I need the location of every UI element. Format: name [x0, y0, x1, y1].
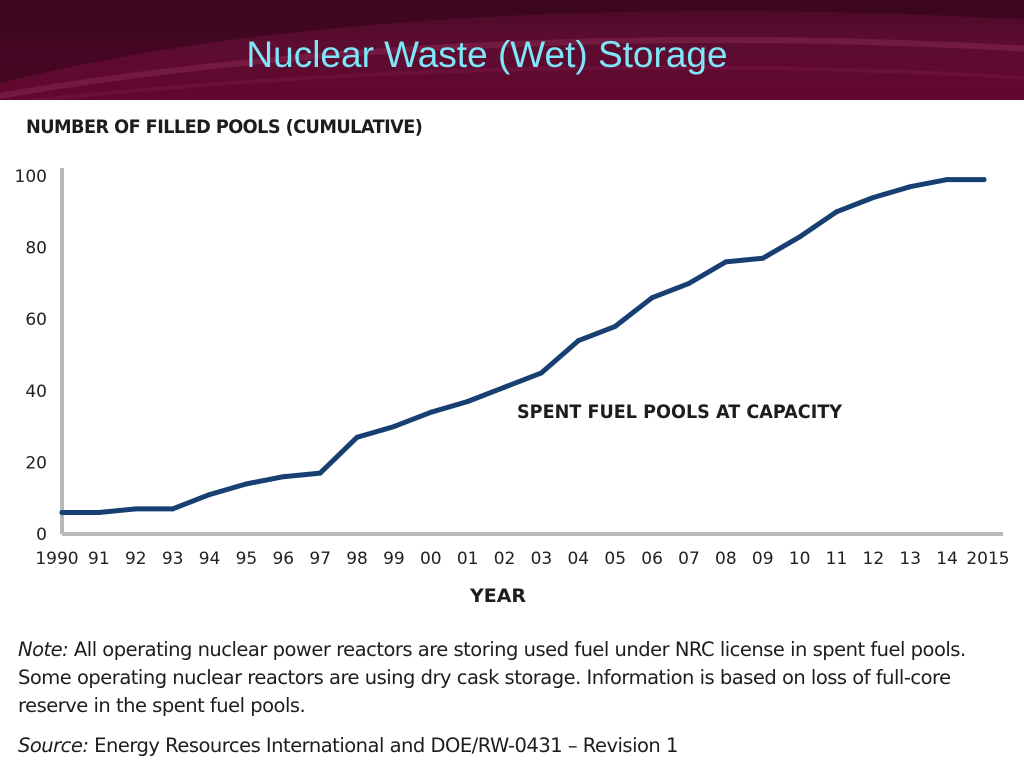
data-point — [502, 384, 508, 390]
data-point — [686, 280, 692, 286]
data-point — [354, 434, 360, 440]
y-tick-label: 40 — [25, 382, 47, 402]
y-tick-labels: 0 20 40 60 80 100 — [15, 167, 47, 545]
data-point — [465, 399, 471, 405]
note-body: All operating nuclear power reactors are… — [18, 638, 966, 717]
x-tick-label: 10 — [789, 549, 811, 569]
x-tick-label: 14 — [936, 549, 958, 569]
y-tick-label: 20 — [25, 453, 47, 473]
note-label: Note: — [18, 638, 69, 661]
x-tick-label: 99 — [383, 549, 405, 569]
data-point — [870, 194, 876, 200]
x-tick-label: 03 — [531, 549, 553, 569]
data-point — [59, 510, 65, 516]
x-tick-label: 11 — [826, 549, 848, 569]
chart-annotation: SPENT FUEL POOLS AT CAPACITY — [517, 401, 842, 423]
source-text: Source: Energy Resources International a… — [18, 734, 1018, 757]
y-tick-label: 60 — [25, 310, 47, 330]
data-point — [317, 470, 323, 476]
data-point — [280, 474, 286, 480]
x-tick-label: 05 — [604, 549, 626, 569]
x-tick-label: 13 — [899, 549, 921, 569]
title-banner: Nuclear Waste (Wet) Storage — [0, 0, 1024, 100]
data-point — [133, 506, 139, 512]
x-tick-label: 09 — [752, 549, 774, 569]
x-tick-label: 00 — [420, 549, 442, 569]
chart-title: NUMBER OF FILLED POOLS (CUMULATIVE) — [26, 116, 423, 138]
source-label: Source: — [18, 734, 89, 757]
y-tick-label: 0 — [36, 525, 47, 545]
x-tick-label: 2015 — [966, 549, 1009, 569]
data-point — [649, 295, 655, 301]
banner-sweep-decoration — [0, 0, 1024, 100]
data-point — [723, 259, 729, 265]
data-point — [981, 177, 987, 183]
data-point — [391, 424, 397, 430]
data-point — [243, 481, 249, 487]
x-tick-label: 1990 — [35, 549, 78, 569]
data-point — [612, 323, 618, 329]
x-tick-label: 91 — [88, 549, 110, 569]
data-point — [907, 184, 913, 190]
x-tick-labels: 1990 91 92 93 94 95 96 97 98 99 00 01 02 03 04 05 06 07 08… — [35, 549, 1009, 569]
data-point — [207, 492, 213, 498]
source-body: Energy Resources International and DOE/R… — [88, 734, 678, 757]
data-point — [797, 234, 803, 240]
data-point — [944, 177, 950, 183]
x-tick-label: 95 — [236, 549, 258, 569]
y-tick-label: 100 — [15, 167, 47, 187]
chart-axes — [60, 168, 1003, 536]
note-text: Note: All operating nuclear power reacto… — [18, 636, 1018, 720]
x-tick-label: 92 — [125, 549, 147, 569]
x-tick-label: 02 — [494, 549, 516, 569]
data-point — [538, 370, 544, 376]
x-tick-label: 04 — [567, 549, 589, 569]
x-tick-label: 01 — [457, 549, 479, 569]
data-point — [428, 409, 434, 415]
x-axis-label: YEAR — [469, 585, 526, 607]
data-point — [833, 209, 839, 215]
x-tick-label: 98 — [346, 549, 368, 569]
y-tick-label: 80 — [25, 239, 47, 259]
data-point — [96, 510, 102, 516]
series-line — [59, 177, 987, 515]
chart-series — [59, 177, 987, 516]
x-tick-label: 94 — [199, 549, 221, 569]
x-tick-label: 08 — [715, 549, 737, 569]
x-tick-label: 96 — [272, 549, 294, 569]
x-tick-label: 93 — [162, 549, 184, 569]
x-tick-label: 07 — [678, 549, 700, 569]
data-point — [760, 255, 766, 261]
x-tick-label: 12 — [863, 549, 885, 569]
slide-title: Nuclear Waste (Wet) Storage — [246, 34, 728, 75]
x-tick-label: 97 — [309, 549, 331, 569]
x-tick-label: 06 — [641, 549, 663, 569]
data-point — [170, 506, 176, 512]
data-point — [575, 338, 581, 344]
